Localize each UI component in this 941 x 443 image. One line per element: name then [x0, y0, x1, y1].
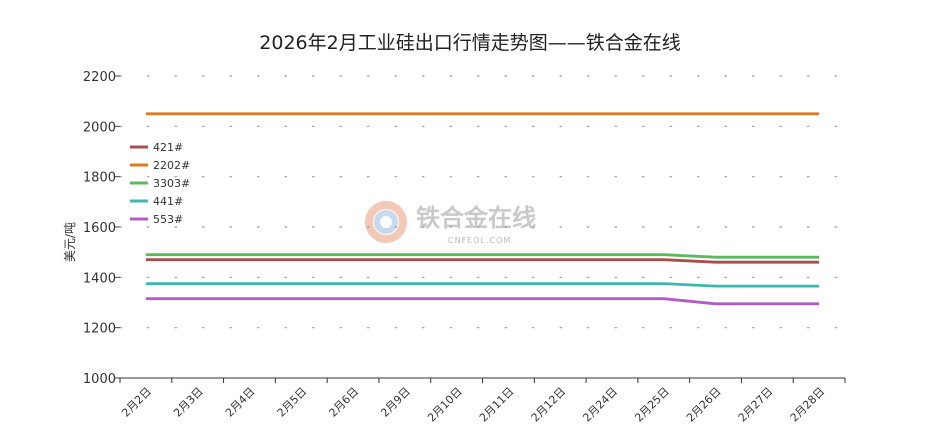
legend-label: 3303#	[153, 177, 190, 190]
x-tick-label: 2月9日	[378, 385, 413, 420]
legend-label: 441#	[153, 195, 183, 208]
x-tick-label: 2月2日	[119, 385, 154, 420]
watermark-logo-outer	[365, 201, 407, 243]
watermark-name: 铁合金在线	[416, 204, 536, 232]
series-line	[145, 258, 820, 264]
y-tick-label: 1200	[83, 322, 116, 337]
y-tick-label: 2200	[83, 70, 116, 85]
series-line	[145, 282, 820, 288]
x-tick-label: 2月12日	[529, 385, 569, 425]
x-tick-label: 2月10日	[425, 385, 465, 425]
x-tick-label: 2月4日	[223, 385, 258, 420]
watermark: 铁合金在线 CNFEOL.COM	[365, 201, 536, 245]
x-tick-label: 2月3日	[171, 385, 206, 420]
x-tick-label: 2月28日	[788, 385, 828, 425]
y-tick-label: 2000	[83, 120, 116, 135]
x-tick-label: 2月25日	[632, 385, 672, 425]
y-tick-label: 1800	[83, 171, 116, 186]
chart-title: 2026年2月工业硅出口行情走势图——铁合金在线	[259, 32, 680, 54]
y-tick-label: 1000	[83, 372, 116, 387]
x-tick-label: 2月26日	[684, 385, 724, 425]
x-tick-label: 2月24日	[580, 385, 620, 425]
watermark-logo-inner	[374, 210, 398, 234]
x-axis: 2月2日 2月3日 2月4日 2月5日 2月6日 2月9日 2月10日 2月11日 2月12日 2…	[119, 377, 846, 425]
series-lines	[145, 112, 820, 306]
y-axis-label: 美元/吨	[63, 222, 77, 262]
watermark-domain: CNFEOL.COM	[448, 236, 511, 245]
y-tick-label: 1400	[83, 271, 116, 286]
series-line	[145, 297, 820, 306]
legend-label: 2202#	[153, 159, 190, 172]
series-line	[145, 253, 820, 259]
legend-label: 553#	[153, 213, 183, 226]
legend: 421# 2202# 3303# 441# 553#	[130, 141, 190, 226]
x-tick-label: 2月6日	[327, 385, 362, 420]
legend-label: 421#	[153, 141, 183, 154]
x-tick-label: 2月11日	[477, 385, 517, 425]
y-axis-ticks: 1000 1200 1400 1600 1800 2000 2200	[83, 70, 120, 387]
y-tick-label: 1600	[83, 221, 116, 236]
x-tick-label: 2月27日	[736, 385, 776, 425]
x-tick-label: 2月5日	[275, 385, 310, 420]
